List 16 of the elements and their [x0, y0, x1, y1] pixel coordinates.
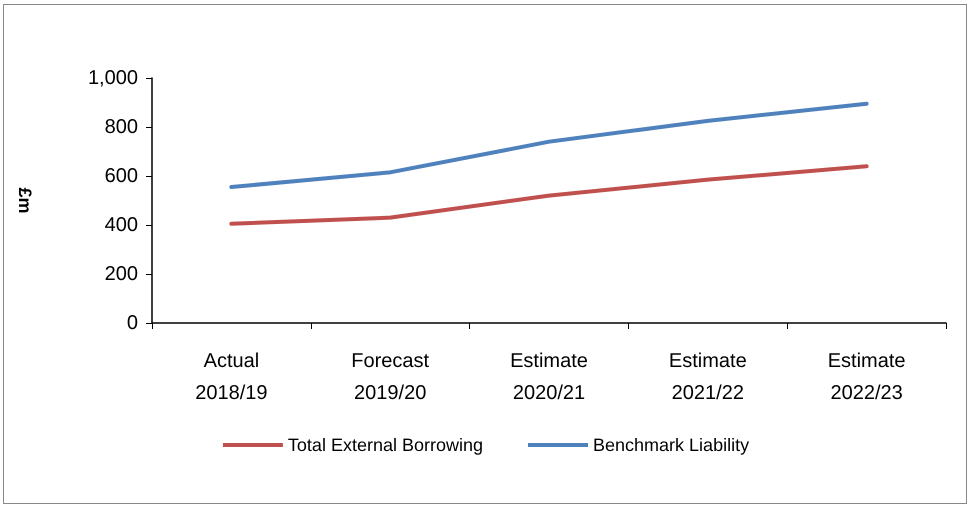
x-tick-label: Estimate 2021/22 — [668, 350, 747, 404]
y-tick-label: 800 — [104, 116, 138, 138]
y-axis-title: £m — [15, 187, 35, 214]
y-tick-label: 600 — [104, 165, 138, 187]
x-tick-label: Forecast 2019/20 — [351, 350, 430, 404]
x-tick-label: Estimate 2022/23 — [828, 350, 906, 404]
y-tick-label: 200 — [104, 263, 138, 285]
y-tick-label: 0 — [126, 312, 138, 334]
legend-label: Total External Borrowing — [288, 435, 484, 455]
x-tick-label: Actual 2018/19 — [195, 350, 268, 404]
line-series — [229, 164, 869, 226]
x-tick-label: Estimate 2020/21 — [510, 350, 588, 404]
legend-label: Benchmark Liability — [593, 435, 750, 455]
y-tick-label: 1,000 — [88, 67, 138, 89]
y-tick-label: 400 — [104, 214, 138, 236]
line-series — [229, 102, 869, 190]
